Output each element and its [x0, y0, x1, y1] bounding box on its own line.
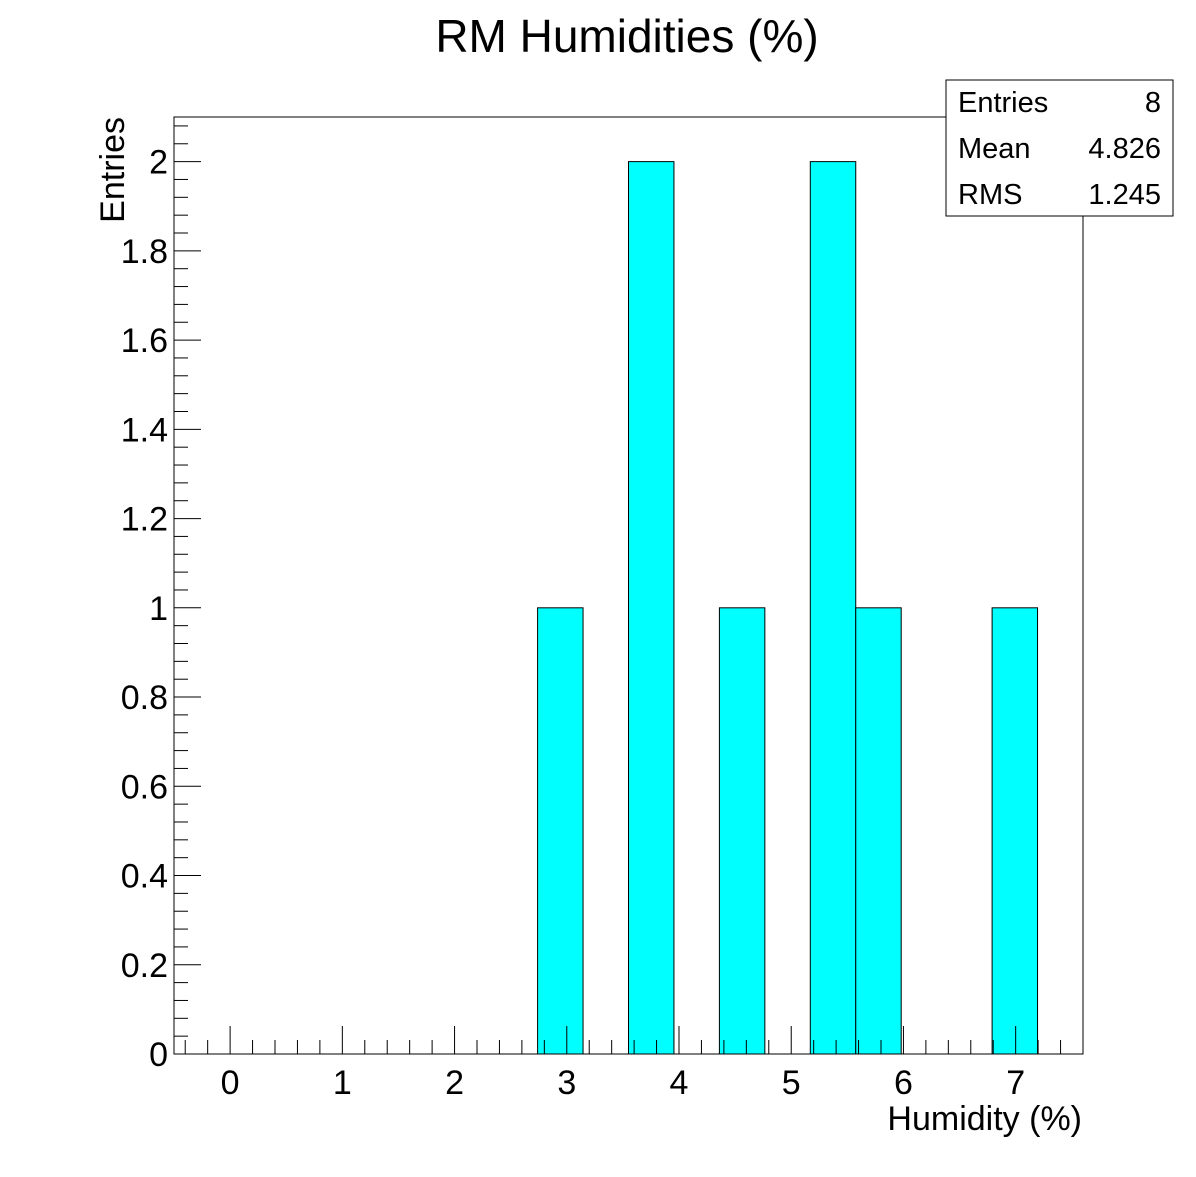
- x-tick-label: 6: [894, 1064, 913, 1102]
- x-tick-label: 7: [1006, 1064, 1025, 1102]
- stats-mean-value: 4.826: [1088, 133, 1161, 165]
- histogram-bar: [628, 161, 675, 1055]
- x-tick-label: 3: [557, 1064, 576, 1102]
- y-tick-label: 1.4: [121, 411, 168, 449]
- x-axis-label: Humidity (%): [887, 1100, 1082, 1138]
- y-tick-label: 0.4: [121, 858, 168, 896]
- y-tick-label: 1.6: [121, 322, 168, 360]
- x-tick-label: 4: [670, 1064, 689, 1102]
- y-tick-label: 0.6: [121, 768, 168, 806]
- bars-layer: [537, 161, 1039, 1055]
- x-tick-label: 0: [221, 1064, 240, 1102]
- plot-frame: [173, 116, 1084, 1055]
- x-tick-label: 2: [445, 1064, 464, 1102]
- y-tick-label: 2: [149, 144, 168, 182]
- x-tick-label: 5: [782, 1064, 801, 1102]
- x-tick-label: 1: [333, 1064, 352, 1102]
- y-axis-label: Entries: [94, 117, 132, 223]
- stats-rms-value: 1.245: [1088, 179, 1161, 211]
- stats-entries-label: Entries: [958, 87, 1048, 119]
- stats-box: Entries 8 Mean 4.826 RMS 1.245: [945, 79, 1174, 217]
- histogram-bar: [809, 161, 857, 1055]
- y-tick-label: 1.2: [121, 501, 168, 539]
- y-tick-label: 0.8: [121, 679, 168, 717]
- histogram-bar: [537, 607, 584, 1055]
- y-tick-label: 1: [149, 590, 168, 628]
- y-tick-label: 0.2: [121, 947, 168, 985]
- stats-rms-label: RMS: [958, 179, 1022, 211]
- stats-box-frame: [945, 79, 1174, 217]
- histogram-bar: [991, 607, 1039, 1055]
- histogram-bar: [855, 607, 902, 1055]
- chart-title: RM Humidities (%): [435, 10, 818, 62]
- stats-entries-value: 8: [1145, 87, 1161, 119]
- y-tick-label: 0: [149, 1036, 168, 1074]
- histogram-bar: [718, 607, 766, 1055]
- y-tick-label: 1.8: [121, 233, 168, 271]
- stats-mean-label: Mean: [958, 133, 1031, 165]
- ticks-layer: 0 0.2 0.4 0.6 0.8 1 1.2 1.4 1.6 1.8 2 0 1 2 3 4 5 6 7: [121, 125, 1084, 1102]
